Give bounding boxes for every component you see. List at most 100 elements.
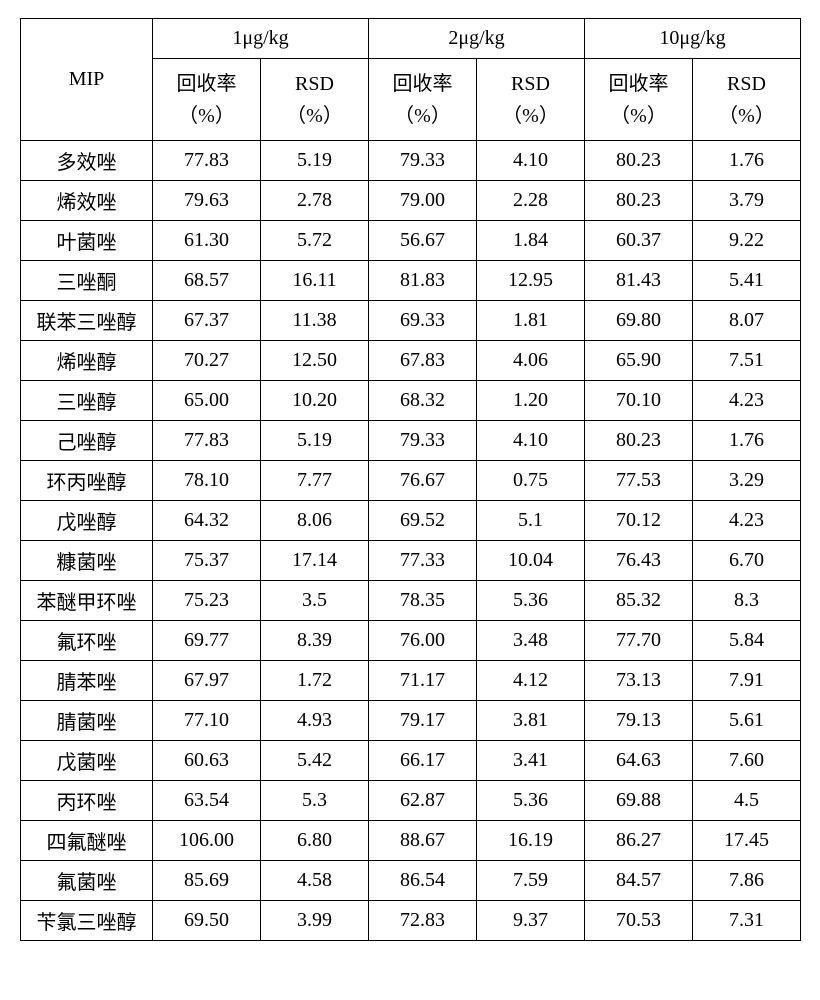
cell-value: 8.39: [261, 621, 369, 661]
cell-value: 8.06: [261, 501, 369, 541]
table-row: 三唑醇65.0010.2068.321.2070.104.23: [21, 381, 801, 421]
cell-value: 75.23: [153, 581, 261, 621]
sub-label: 回收率: [369, 68, 476, 100]
table-row: 苯醚甲环唑75.233.578.355.3685.328.3: [21, 581, 801, 621]
cell-value: 4.23: [693, 381, 801, 421]
row-name: 三唑醇: [21, 381, 153, 421]
cell-value: 3.79: [693, 181, 801, 221]
table-row: 联苯三唑醇67.3711.3869.331.8169.808.07: [21, 301, 801, 341]
sub-label: 回收率: [585, 68, 692, 100]
sub-label: RSD: [693, 68, 800, 100]
cell-value: 5.19: [261, 421, 369, 461]
cell-value: 88.67: [369, 821, 477, 861]
cell-value: 80.23: [585, 421, 693, 461]
table-row: 苄氯三唑醇69.503.9972.839.3770.537.31: [21, 901, 801, 941]
cell-value: 69.80: [585, 301, 693, 341]
row-name: 戊唑醇: [21, 501, 153, 541]
row-name: 戊菌唑: [21, 741, 153, 781]
cell-value: 76.00: [369, 621, 477, 661]
sub-unit: （%）: [261, 100, 368, 132]
sub-unit: （%）: [369, 100, 476, 132]
header-group-1: 1μg/kg: [153, 19, 369, 59]
cell-value: 3.99: [261, 901, 369, 941]
cell-value: 8.3: [693, 581, 801, 621]
row-name: 多效唑: [21, 141, 153, 181]
cell-value: 69.88: [585, 781, 693, 821]
cell-value: 76.43: [585, 541, 693, 581]
cell-value: 1.76: [693, 421, 801, 461]
cell-value: 78.35: [369, 581, 477, 621]
cell-value: 106.00: [153, 821, 261, 861]
cell-value: 17.14: [261, 541, 369, 581]
cell-value: 68.32: [369, 381, 477, 421]
row-name: 氟菌唑: [21, 861, 153, 901]
header-rsd-3: RSD （%）: [693, 59, 801, 141]
cell-value: 78.10: [153, 461, 261, 501]
cell-value: 70.10: [585, 381, 693, 421]
cell-value: 3.81: [477, 701, 585, 741]
cell-value: 81.43: [585, 261, 693, 301]
cell-value: 12.95: [477, 261, 585, 301]
cell-value: 84.57: [585, 861, 693, 901]
cell-value: 77.70: [585, 621, 693, 661]
row-name: 烯唑醇: [21, 341, 153, 381]
cell-value: 8.07: [693, 301, 801, 341]
cell-value: 63.54: [153, 781, 261, 821]
sub-unit: （%）: [153, 100, 260, 132]
cell-value: 76.67: [369, 461, 477, 501]
cell-value: 5.61: [693, 701, 801, 741]
cell-value: 75.37: [153, 541, 261, 581]
cell-value: 73.13: [585, 661, 693, 701]
row-name: 环丙唑醇: [21, 461, 153, 501]
cell-value: 5.1: [477, 501, 585, 541]
header-recovery-2: 回收率 （%）: [369, 59, 477, 141]
cell-value: 5.72: [261, 221, 369, 261]
row-name: 丙环唑: [21, 781, 153, 821]
cell-value: 56.67: [369, 221, 477, 261]
header-group-3: 10μg/kg: [585, 19, 801, 59]
cell-value: 12.50: [261, 341, 369, 381]
table-row: 腈菌唑77.104.9379.173.8179.135.61: [21, 701, 801, 741]
cell-value: 7.51: [693, 341, 801, 381]
row-name: 糠菌唑: [21, 541, 153, 581]
cell-value: 79.33: [369, 141, 477, 181]
cell-value: 1.76: [693, 141, 801, 181]
cell-value: 69.33: [369, 301, 477, 341]
cell-value: 5.41: [693, 261, 801, 301]
sub-unit: （%）: [693, 100, 800, 132]
cell-value: 79.00: [369, 181, 477, 221]
cell-value: 71.17: [369, 661, 477, 701]
sub-label: RSD: [477, 68, 584, 100]
cell-value: 61.30: [153, 221, 261, 261]
cell-value: 3.41: [477, 741, 585, 781]
data-table: MIP 1μg/kg 2μg/kg 10μg/kg 回收率 （%） RSD （%…: [20, 18, 801, 941]
sub-label: 回收率: [153, 68, 260, 100]
cell-value: 4.10: [477, 141, 585, 181]
cell-value: 7.59: [477, 861, 585, 901]
cell-value: 3.29: [693, 461, 801, 501]
cell-value: 62.87: [369, 781, 477, 821]
cell-value: 9.37: [477, 901, 585, 941]
cell-value: 6.70: [693, 541, 801, 581]
table-row: 三唑酮68.5716.1181.8312.9581.435.41: [21, 261, 801, 301]
sub-unit: （%）: [477, 100, 584, 132]
header-recovery-3: 回收率 （%）: [585, 59, 693, 141]
cell-value: 70.12: [585, 501, 693, 541]
cell-value: 65.00: [153, 381, 261, 421]
table-row: 氟菌唑85.694.5886.547.5984.577.86: [21, 861, 801, 901]
cell-value: 77.10: [153, 701, 261, 741]
table-row: 腈苯唑67.971.7271.174.1273.137.91: [21, 661, 801, 701]
row-name: 腈苯唑: [21, 661, 153, 701]
cell-value: 6.80: [261, 821, 369, 861]
cell-value: 16.19: [477, 821, 585, 861]
cell-value: 5.84: [693, 621, 801, 661]
cell-value: 11.38: [261, 301, 369, 341]
row-name: 氟环唑: [21, 621, 153, 661]
cell-value: 4.12: [477, 661, 585, 701]
cell-value: 70.53: [585, 901, 693, 941]
cell-value: 60.37: [585, 221, 693, 261]
cell-value: 17.45: [693, 821, 801, 861]
cell-value: 5.19: [261, 141, 369, 181]
row-name: 苄氯三唑醇: [21, 901, 153, 941]
header-group-2: 2μg/kg: [369, 19, 585, 59]
